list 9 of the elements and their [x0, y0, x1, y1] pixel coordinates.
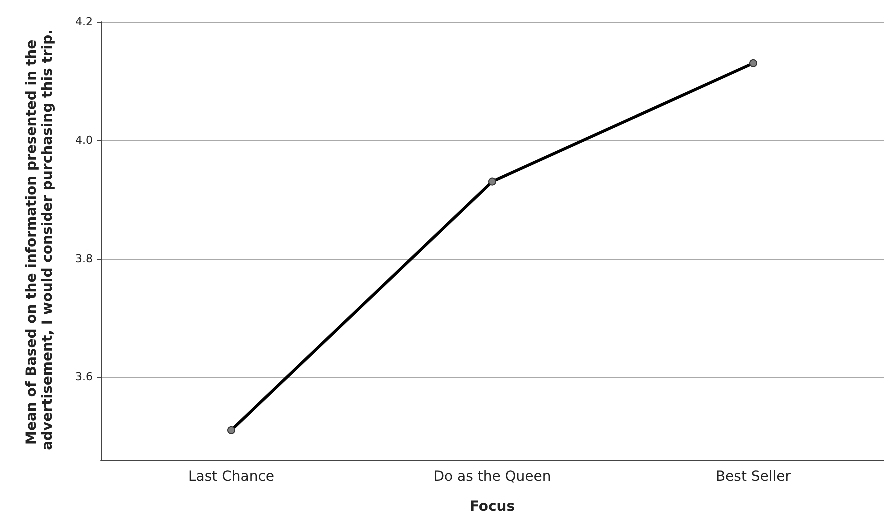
- x-tick-label: Last Chance: [188, 469, 275, 485]
- x-tick-label: Best Seller: [716, 469, 792, 485]
- y-tick-label: 3.8: [76, 252, 93, 266]
- x-axis-title: Focus: [470, 499, 516, 515]
- x-tick-label: Do as the Queen: [434, 469, 552, 485]
- y-axis-title: Mean of Based on the information presented in the advertisement, I would consider purchasing this trip.: [24, 30, 56, 450]
- y-tick-label: 4.2: [76, 16, 93, 28]
- y-tick-label: 3.6: [76, 370, 93, 384]
- y-tick-label: 4.0: [76, 134, 93, 147]
